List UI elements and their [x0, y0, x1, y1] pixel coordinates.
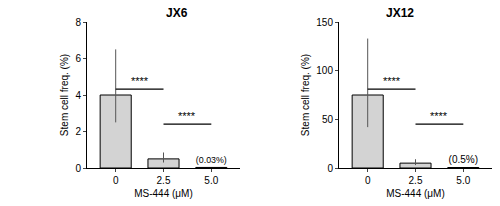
svg-text:Stem cell freq. (%): Stem cell freq. (%) — [59, 54, 70, 136]
svg-text:2.5: 2.5 — [409, 175, 423, 186]
svg-text:****: **** — [178, 110, 196, 122]
svg-text:Stem cell freq. (%): Stem cell freq. (%) — [300, 54, 311, 136]
svg-text:2: 2 — [75, 126, 81, 137]
svg-text:****: **** — [383, 75, 401, 87]
svg-text:100: 100 — [316, 65, 333, 76]
svg-text:4: 4 — [75, 90, 81, 101]
svg-text:2.5: 2.5 — [157, 175, 171, 186]
svg-text:JX6: JX6 — [166, 6, 188, 20]
svg-text:(0.03%): (0.03%) — [196, 155, 227, 165]
svg-text:0: 0 — [327, 163, 333, 174]
svg-text:0: 0 — [365, 175, 371, 186]
svg-text:5.0: 5.0 — [204, 175, 218, 186]
svg-text:8: 8 — [75, 17, 81, 28]
svg-text:0: 0 — [113, 175, 119, 186]
svg-text:****: **** — [430, 110, 448, 122]
svg-text:MS-444 (μM): MS-444 (μM) — [134, 188, 193, 199]
svg-text:JX12: JX12 — [386, 6, 414, 20]
svg-text:****: **** — [131, 75, 149, 87]
svg-text:150: 150 — [316, 17, 333, 28]
svg-text:5.0: 5.0 — [456, 175, 470, 186]
svg-text:(0.5%): (0.5%) — [449, 154, 478, 165]
svg-text:6: 6 — [75, 53, 81, 64]
svg-text:50: 50 — [322, 114, 334, 125]
svg-text:MS-444 (μM): MS-444 (μM) — [386, 188, 445, 199]
svg-text:0: 0 — [75, 163, 81, 174]
